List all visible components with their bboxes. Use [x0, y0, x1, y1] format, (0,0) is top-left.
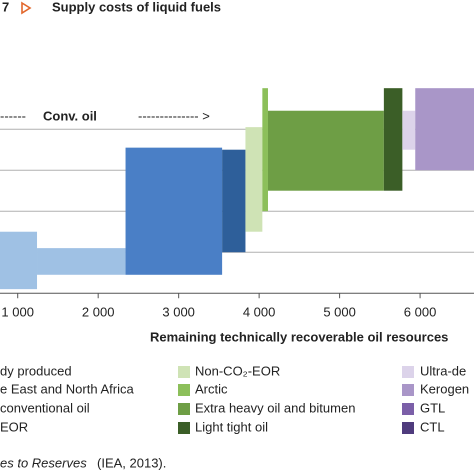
legend-label: Extra heavy oil and bitumen	[195, 400, 355, 415]
chart-title: Supply costs of liquid fuels	[52, 0, 221, 14]
legend-label: CTL	[420, 419, 445, 434]
supply-block	[125, 147, 223, 275]
x-tick-label: 4 000	[243, 305, 276, 320]
supply-block	[262, 88, 268, 212]
legend-swatch	[402, 366, 414, 378]
legend-label: Kerogen	[420, 381, 469, 396]
figure-number: 7	[2, 0, 9, 14]
supply-block	[245, 127, 263, 232]
legend-label: conventional oil	[0, 400, 90, 415]
legend-label: Ultra-de	[420, 363, 466, 378]
legend-swatch	[402, 384, 414, 396]
supply-block	[0, 231, 38, 290]
x-tick-label: 3 000	[162, 305, 195, 320]
x-tick-label: 1 000	[1, 305, 34, 320]
supply-block	[383, 88, 403, 191]
legend-label: Light tight oil	[195, 419, 268, 434]
legend-swatch	[178, 422, 190, 434]
x-tick-label: 5 000	[323, 305, 356, 320]
legend-label: Non-CO₂-EOR	[195, 363, 280, 378]
legend-label: dy produced	[0, 363, 72, 378]
annotation-dash-left: ------	[0, 108, 26, 123]
legend-label: GTL	[420, 400, 445, 415]
supply-block	[415, 88, 474, 171]
annotation-dash-right: -------------- >	[138, 108, 210, 123]
title-marker	[21, 1, 32, 15]
legend-swatch	[402, 422, 414, 434]
x-tick-label: 6 000	[404, 305, 437, 320]
legend-label: e East and North Africa	[0, 381, 134, 396]
supply-block	[222, 149, 246, 253]
supply-block	[37, 248, 126, 275]
legend-swatch	[178, 366, 190, 378]
supply-block	[402, 110, 416, 150]
legend-label: Arctic	[195, 381, 228, 396]
legend-swatch	[402, 403, 414, 415]
annotation: Conv. oil	[43, 108, 97, 123]
legend-swatch	[178, 403, 190, 415]
x-axis-title: Remaining technically recoverable oil re…	[150, 329, 448, 344]
legend-swatch	[178, 384, 190, 396]
supply-block	[267, 110, 384, 191]
source-rest: (IEA, 2013).	[97, 455, 166, 470]
source-italic: es to Reserves	[0, 455, 87, 470]
legend-label: EOR	[0, 419, 28, 434]
x-tick-label: 2 000	[82, 305, 115, 320]
